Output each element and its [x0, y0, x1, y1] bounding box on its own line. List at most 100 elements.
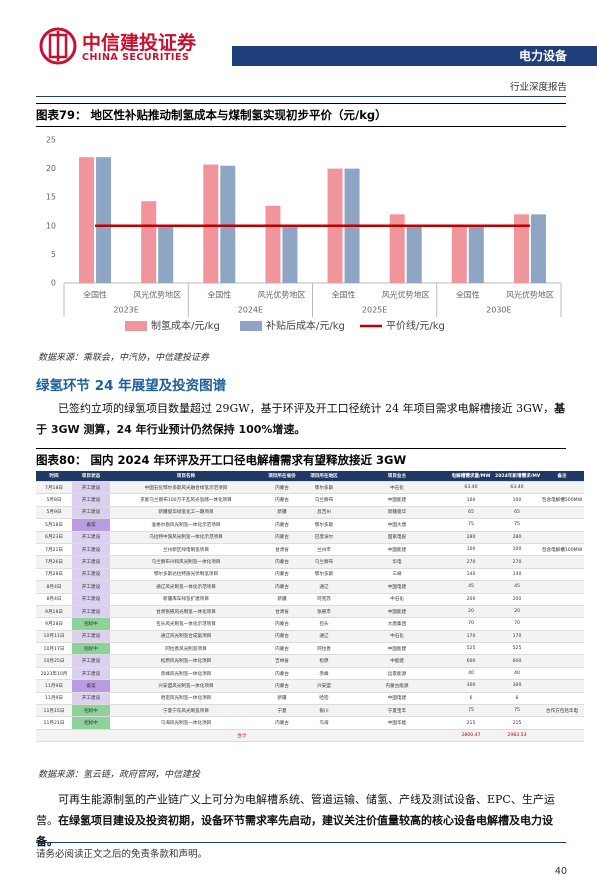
table-cell: 新疆 [262, 593, 302, 606]
group-label: 2024E [238, 306, 263, 315]
legend-label: 补贴后成本/元/kg [266, 319, 345, 332]
group-label: 2023E [113, 306, 138, 315]
table-cell: 阿克苏 [302, 593, 346, 606]
table-cell: 开工建设 [72, 605, 110, 619]
table-cell: 75 [494, 704, 540, 718]
x-tick-label: 全国性 [207, 290, 231, 300]
table-cell: 包含电解槽100MW [540, 543, 584, 557]
total-row: 合计 2800.47 2983.53 [36, 729, 584, 743]
bar [79, 157, 95, 283]
table-cell: 昌吉州 [302, 506, 346, 520]
table-cell: 中国大唐 [346, 518, 448, 532]
table-cell: 中国能建 [346, 605, 448, 619]
table-cell: 内蒙古 [262, 531, 302, 544]
table-row: 7月26日 开工建设 乌兰察布兴和风光制氢一体化项目 内蒙古 乌兰察布 华电 270 270 [36, 555, 584, 569]
header-cell: 项目业主 [346, 471, 448, 482]
x-tick-label: 风光优势地区 [133, 290, 181, 300]
table-cell: 哈密 [302, 692, 346, 706]
table-cell: 中国电建 [346, 692, 448, 706]
table-cell: 215 [448, 716, 494, 730]
table-row: 5月18日 备案 准格尔旗风光制氢一体化示范项目 内蒙古 鄂尔多斯 中国大唐 75 75 [36, 518, 584, 532]
table-cell: 开工建设 [72, 580, 110, 594]
group-label: 2025E [362, 306, 387, 315]
table-cell: 70 [448, 617, 494, 631]
table-cell: 6 [448, 692, 494, 706]
legend-label: 制氢成本/元/kg [151, 319, 220, 332]
table-cell: 赤峰风光制氢一体化项目 [110, 667, 262, 681]
table-cell: 200 [494, 593, 540, 606]
table-cell: 300 [448, 679, 494, 693]
chart: 0 5 10 15 20 25 全国性 风光优势地区 全国性 风光优势地区 全国性 风光优势地区 全国性… [46, 136, 562, 332]
table-cell: 75 [494, 518, 540, 532]
table-cell: 20 [494, 605, 540, 619]
disclaimer: 请务必阅读正文之后的免责条款和声明。 [36, 849, 208, 860]
table-cell [540, 630, 584, 644]
table-row: 9月28日 招标中 包头风光制氢一体化示范项目 内蒙古 包头 大唐集团 70 70 [36, 617, 584, 631]
table-cell: 100 [448, 493, 494, 507]
table-cell: 中国能建 [346, 543, 448, 557]
table-cell: 中国华能 [346, 716, 448, 730]
table-cell: 赤峰 [302, 667, 346, 681]
table-row: 10月11日 开工建设 通辽风光制氢合成氨项目 内蒙古 通辽 中石化 170 170 [36, 630, 584, 644]
table-cell: 内蒙古能源 [346, 679, 448, 693]
table-cell: 10月25日 [36, 654, 72, 668]
bar [220, 165, 236, 283]
table-cell: 100 [448, 543, 494, 557]
table-cell [540, 481, 584, 495]
paragraph: 可再生能源制氢的产业链广义上可分为电解槽系统、管道运输、储氢、产线及测试设备、E… [36, 789, 566, 852]
table-cell: 兴安盟风光制氢一体化项目 [110, 679, 262, 693]
table-cell: 开工建设 [72, 667, 110, 681]
table-cell: 哈密风光制氢一体化项目 [110, 692, 262, 706]
bar [265, 205, 281, 283]
bar [406, 225, 422, 283]
table-cell [540, 518, 584, 532]
table-cell: 开工建设 [72, 531, 110, 544]
table-cell: 准格尔旗风光制氢一体化示范项目 [110, 518, 262, 532]
table-cell: 7月26日 [36, 555, 72, 569]
table-cell: 中国石化鄂尔多斯风光融合绿氢示范项目 [110, 481, 262, 495]
header-cell: 项目名称 [110, 471, 262, 482]
table-cell: 7月28日 [36, 568, 72, 582]
table-cell: 甘肃省 [262, 543, 302, 557]
table-cell [540, 692, 584, 706]
table-cell: 吉林省 [262, 654, 302, 668]
table-cell: 松原风光制氢一体化项目 [110, 654, 262, 668]
table-cell: 新疆俊华绿氢化工一期项目 [110, 506, 262, 520]
table-row: 7月21日 开工建设 兰州新区绿电制氢项目 甘肃省 兰州市 中国能建 100 100 包含电解槽… [36, 543, 584, 557]
table-cell: 65 [494, 506, 540, 520]
source: 数据来源：乘联会，中汽协，中信建投证券 [38, 353, 210, 363]
table: 时间 项目状态 项目名称 项目所在省份 项目所在地区 项目业主 电解槽需求量/MW 2024年… [36, 471, 584, 743]
bar [513, 214, 529, 283]
table-cell: 内蒙古 [262, 667, 302, 681]
x-tick-label: 全国性 [456, 290, 480, 300]
table-cell: 国家电投 [346, 531, 448, 544]
table-cell: 宁夏宝丰 [346, 704, 448, 718]
table-cell: 280 [448, 531, 494, 544]
bar [203, 164, 219, 283]
table-cell: 开工建设 [72, 481, 110, 495]
bar [389, 214, 405, 283]
table-cell: 通辽风光制氢合成氨项目 [110, 630, 262, 644]
table-row: 5月9日 开工建设 新疆俊华绿氢化工一期项目 新疆 昌吉州 新疆俊华 65 65 [36, 506, 584, 520]
table-wrap: 时间 项目状态 项目名称 项目所在省份 项目所在地区 项目业主 电解槽需求量/MW 2024年… [36, 471, 584, 743]
table-cell: 开工建设 [72, 692, 110, 706]
table-cell: 乌兰察布 [302, 493, 346, 507]
x-tick-label: 风光优势地区 [257, 290, 305, 300]
table-row: 9月18日 开工建设 甘肃张掖风光制氢一体化项目 甘肃省 张掖市 中国能建 20 20 [36, 605, 584, 619]
table-cell: 11月9日 [36, 692, 72, 706]
footer-rule [36, 842, 566, 843]
total-demand: 2800.47 [448, 729, 494, 743]
bold-text: 基于 3GW 测算，24 年行业预计仍然保持 100%增速。 [36, 402, 566, 436]
table-cell: 300 [494, 679, 540, 693]
table-cell [540, 617, 584, 631]
legend-label: 平价线/元/kg [386, 319, 445, 332]
group-label: 2030E [486, 306, 511, 315]
table-cell: 40 [448, 667, 494, 681]
table-cell: 内蒙古 [262, 630, 302, 644]
table-cell: 开工建设 [72, 493, 110, 507]
table-cell: 40 [494, 667, 540, 681]
total-new: 2983.53 [494, 729, 540, 743]
header-rule [36, 96, 566, 97]
table-cell: 阿拉善 [302, 642, 346, 656]
x-tick-label: 全国性 [83, 290, 107, 300]
